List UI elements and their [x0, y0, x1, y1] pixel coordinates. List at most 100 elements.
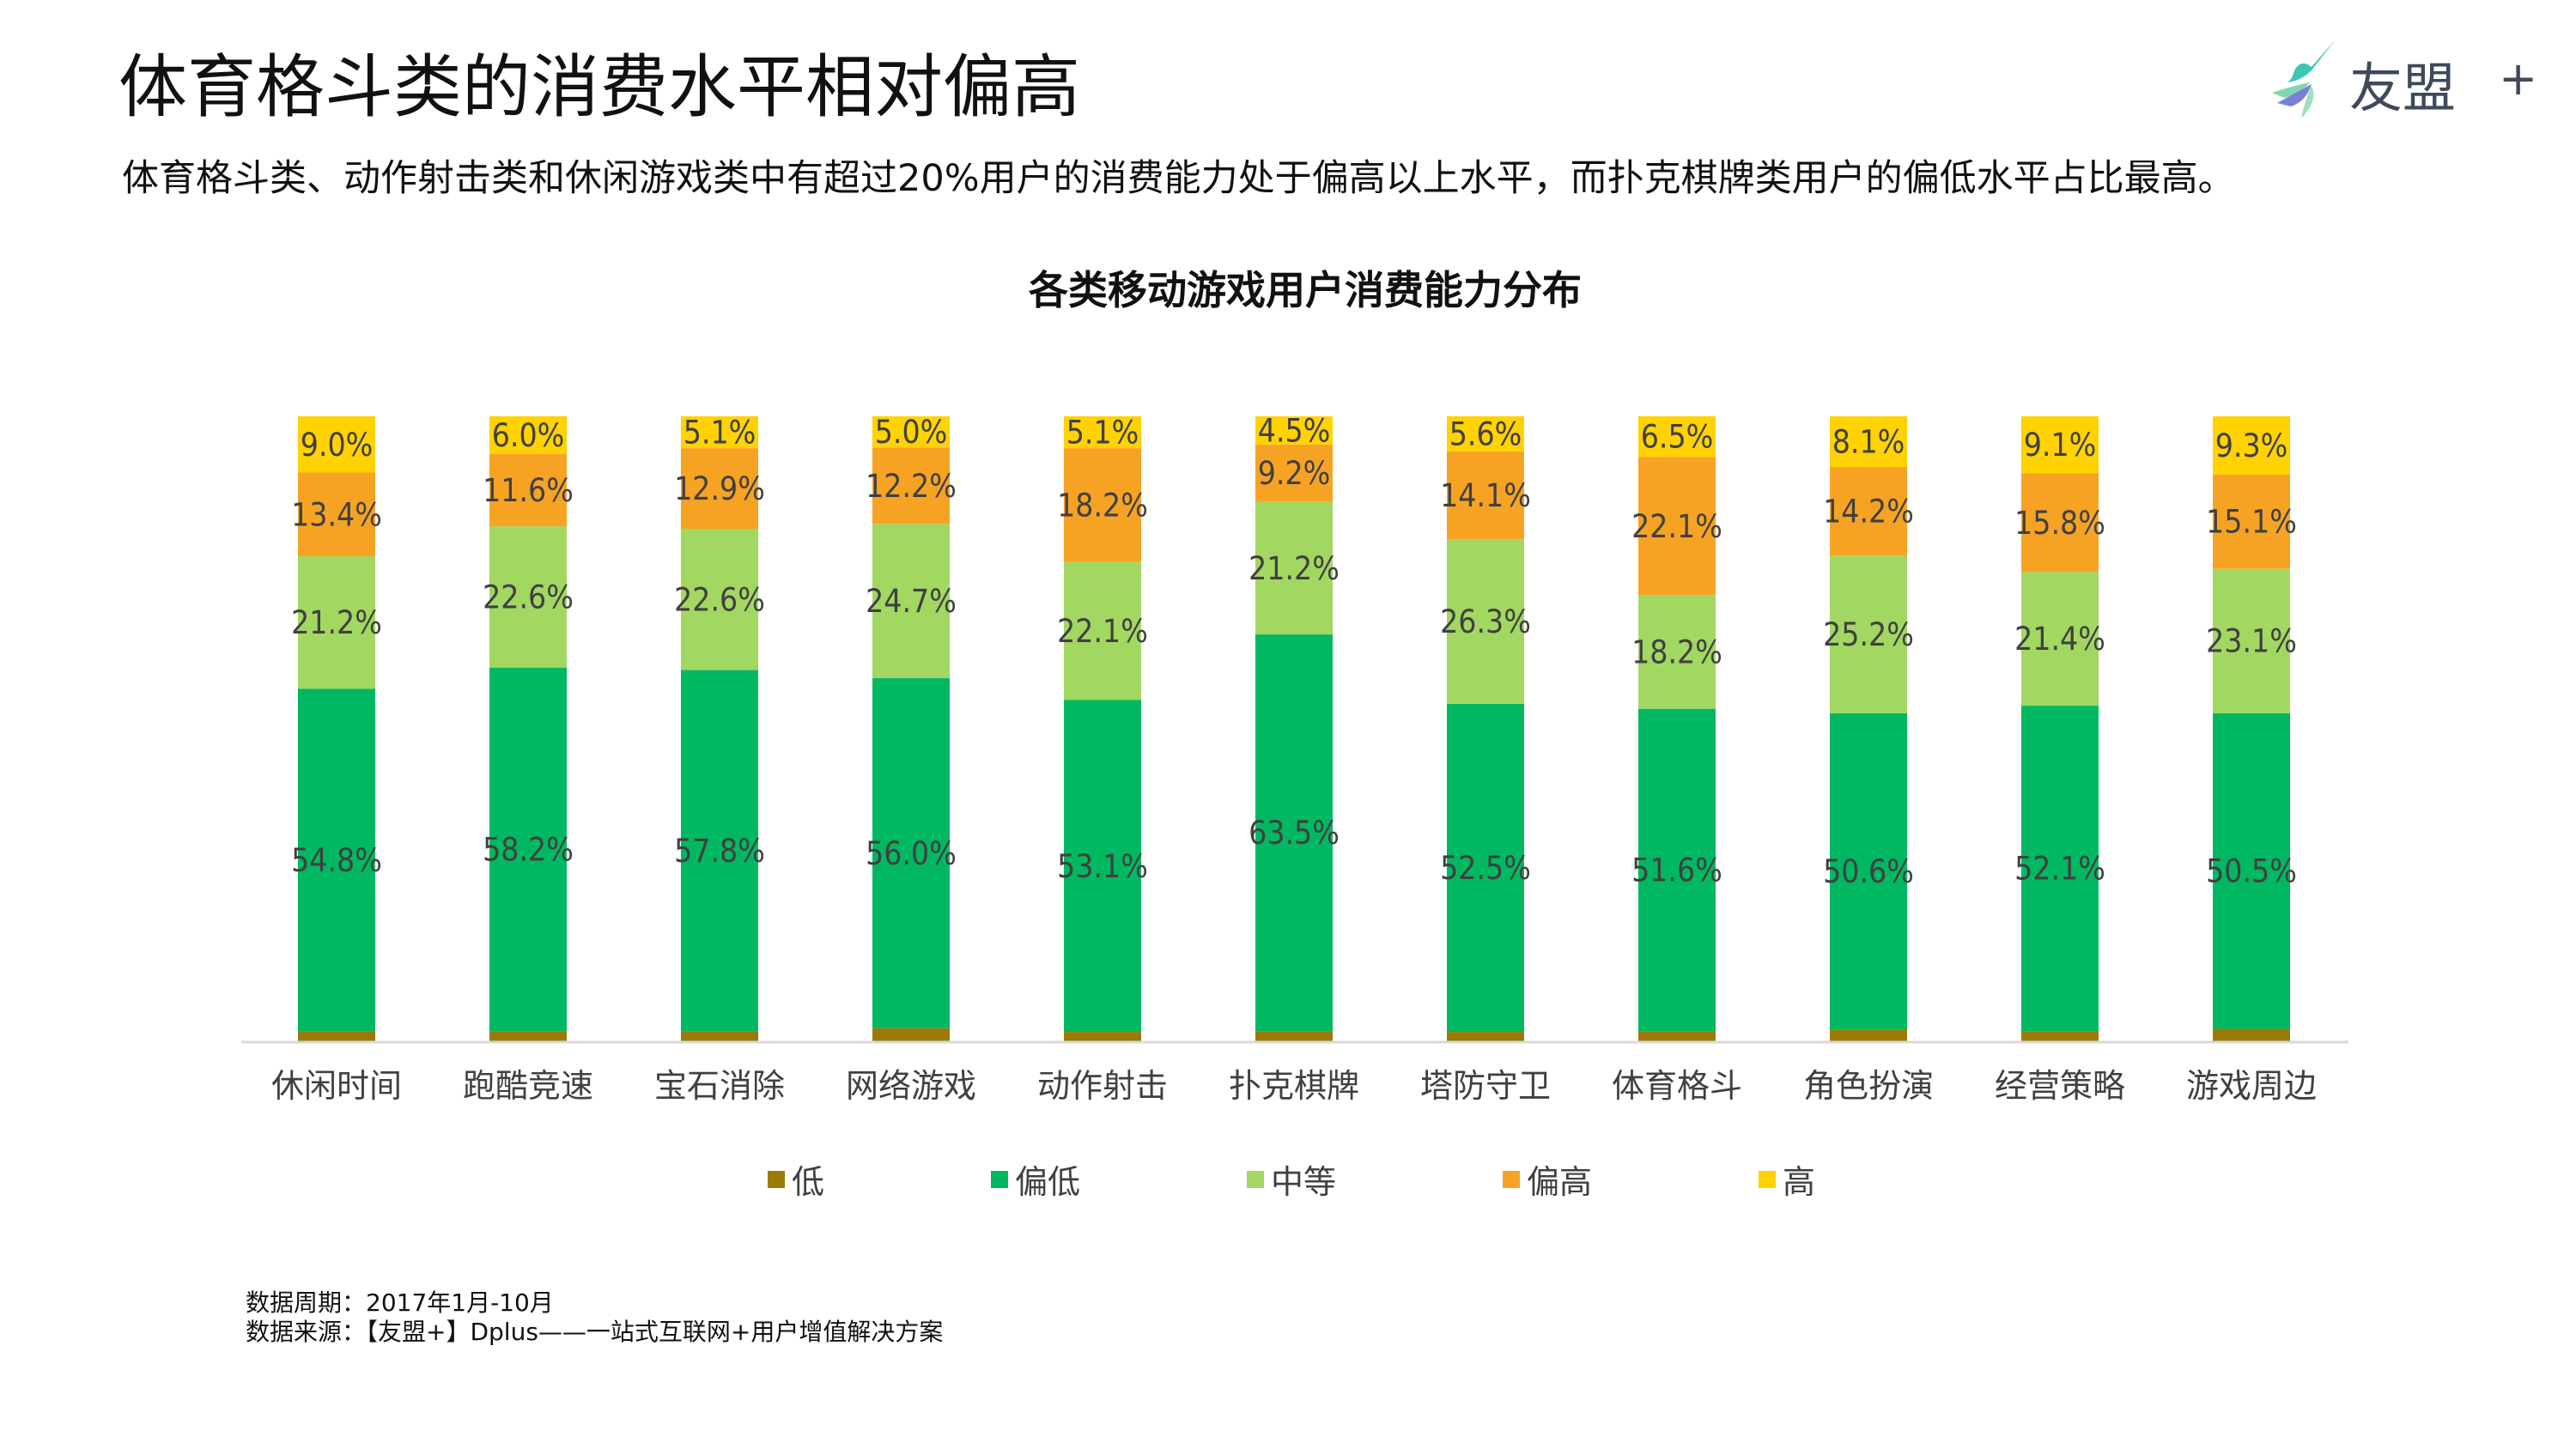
bar-segment-4 [1638, 416, 1716, 458]
bar-segment-3 [489, 453, 567, 527]
bar-segment-3 [2021, 473, 2099, 573]
brand-logo: 友盟 + [2267, 33, 2559, 119]
bar-segment-1 [1447, 703, 1524, 1033]
data-label: 11.6% [483, 472, 574, 509]
bar-segment-2 [1638, 595, 1716, 709]
legend-item: 低 [768, 1155, 824, 1203]
bar-segment-2 [872, 524, 950, 679]
legend-label: 中等 [1271, 1163, 1337, 1201]
data-source-note: 数据来源：【友盟+】Dplus——一站式互联网+用户增值解决方案 [246, 1318, 944, 1346]
bar-segment-2 [681, 529, 758, 670]
data-label: 5.6% [1449, 415, 1522, 452]
x-tick-label: 经营策略 [1995, 1067, 2125, 1105]
data-label: 22.6% [674, 581, 765, 618]
bar-segment-0 [1064, 1032, 1141, 1041]
data-period-note: 数据周期：2017年1月-10月 [246, 1288, 554, 1317]
data-label: 26.3% [1440, 603, 1531, 640]
data-label: 8.1% [1832, 423, 1905, 460]
page-subtitle: 体育格斗类、动作射击类和休闲游戏类中有超过20%用户的消费能力处于偏高以上水平，… [122, 157, 2235, 200]
x-tick-label: 塔防守卫 [1420, 1067, 1551, 1105]
bar-segment-0 [1830, 1029, 1907, 1041]
x-tick-label: 动作射击 [1037, 1067, 1168, 1105]
data-label: 22.1% [1057, 613, 1148, 650]
x-tick-label: 角色扮演 [1803, 1067, 1934, 1105]
bar-segment-2 [2213, 568, 2290, 713]
legend-item: 偏高 [1503, 1155, 1592, 1203]
data-label: 14.2% [1823, 494, 1914, 530]
bar-segment-0 [872, 1028, 950, 1041]
data-label: 6.0% [492, 417, 565, 454]
logo-plus: + [2499, 52, 2538, 106]
chart-title: 各类移动游戏用户消费能力分布 [1029, 267, 1582, 313]
data-label: 23.1% [2206, 623, 2297, 660]
bar-segment-4 [681, 416, 758, 449]
legend-swatch [991, 1170, 1008, 1188]
x-tick-label: 跑酷竞速 [463, 1067, 593, 1105]
data-label: 12.2% [866, 468, 957, 505]
x-tick-label: 宝石消除 [654, 1067, 785, 1105]
legend-swatch [1759, 1170, 1776, 1188]
bar-segment-0 [298, 1031, 375, 1041]
data-label: 18.2% [1631, 634, 1722, 670]
x-tick-label: 休闲时间 [271, 1067, 402, 1105]
bar-segment-1 [489, 667, 567, 1032]
data-label: 57.8% [674, 833, 765, 870]
bar-segment-0 [489, 1031, 567, 1041]
legend-label: 偏低 [1015, 1163, 1081, 1201]
data-label: 9.0% [301, 427, 374, 464]
bar-segment-1 [681, 670, 758, 1032]
bar-segment-1 [1255, 634, 1333, 1032]
data-label: 21.4% [2014, 621, 2105, 658]
legend-label: 高 [1783, 1163, 1816, 1201]
data-label: 52.1% [2014, 851, 2105, 888]
data-label: 54.8% [291, 842, 382, 879]
bar-segment-2 [1447, 539, 1524, 704]
bar-segment-1 [298, 688, 375, 1032]
data-label: 12.9% [674, 470, 765, 507]
bar-segment-2 [1255, 501, 1333, 635]
x-tick-label: 体育格斗 [1612, 1067, 1742, 1105]
bar-segment-3 [872, 447, 950, 524]
data-label: 6.5% [1641, 419, 1714, 456]
bar-segment-2 [1830, 555, 1907, 713]
bar-segment-3 [1064, 448, 1141, 562]
data-label: 24.7% [866, 583, 957, 620]
legend-item: 高 [1759, 1155, 1815, 1203]
legend-label: 偏高 [1527, 1163, 1593, 1201]
bar-segment-2 [1064, 561, 1141, 700]
x-tick-label: 扑克棋牌 [1229, 1067, 1359, 1105]
bar-segment-1 [1830, 712, 1907, 1030]
x-tick-label: 网络游戏 [846, 1067, 976, 1105]
data-label: 50.6% [1823, 853, 1914, 890]
legend-swatch [768, 1170, 785, 1188]
data-label: 9.2% [1258, 455, 1331, 492]
bar-segment-3 [1638, 457, 1716, 596]
bar-segment-1 [1064, 700, 1141, 1033]
page-title: 体育格斗类的消费水平相对偏高 [118, 47, 1080, 127]
bar-segment-0 [2213, 1028, 2290, 1041]
bar-segment-0 [1638, 1031, 1716, 1041]
bar-segment-1 [1638, 708, 1716, 1032]
data-label: 15.8% [2014, 505, 2105, 542]
bar-segment-1 [2213, 712, 2290, 1029]
bar-segment-3 [2213, 474, 2290, 569]
x-tick-label: 游戏周边 [2186, 1067, 2317, 1105]
bar-segment-2 [2021, 572, 2099, 706]
bar-segment-0 [681, 1031, 758, 1041]
data-label: 5.0% [875, 414, 948, 451]
bar-segment-1 [2021, 706, 2099, 1032]
bar-segment-3 [1447, 451, 1524, 540]
logo-text: 友盟 [2349, 57, 2457, 119]
data-label: 14.1% [1440, 477, 1531, 514]
data-label: 15.1% [2206, 504, 2297, 541]
data-label: 22.1% [1631, 508, 1722, 545]
bar-segment-0 [1447, 1032, 1524, 1041]
bar-segment-4 [1255, 416, 1333, 445]
data-label: 50.5% [2206, 853, 2297, 890]
bar-segment-3 [1830, 466, 1907, 556]
data-label: 22.6% [483, 579, 574, 615]
data-label: 63.5% [1249, 815, 1340, 852]
bar-segment-4 [872, 416, 950, 448]
bar-segment-4 [2021, 416, 2099, 474]
